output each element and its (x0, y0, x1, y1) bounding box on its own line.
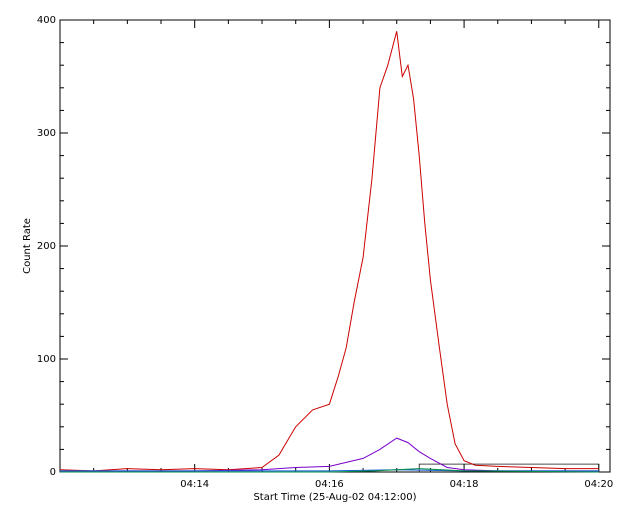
y-tick-label: 400 (37, 15, 56, 26)
series-line-3 (60, 468, 599, 473)
x-axis-label: Start Time (25-Aug-02 04:12:00) (253, 492, 416, 503)
series-layer (59, 31, 599, 473)
series-line-1 (60, 437, 599, 472)
x-tick-label: 04:14 (180, 479, 209, 490)
x-tick-label: 04:18 (450, 479, 479, 490)
x-axis: 04:14 04:16 04:18 04:20 (93, 20, 613, 490)
x-tick-label: 04:20 (584, 479, 613, 490)
background-box (418, 463, 600, 473)
plot-frame (59, 19, 611, 473)
y-tick-label: 0 (50, 467, 56, 478)
y-tick-label: 200 (37, 241, 56, 252)
y-tick-label: 300 (37, 128, 56, 139)
y-axis: 0 100 200 300 400 (37, 15, 610, 478)
y-tick-label: 100 (37, 354, 56, 365)
series-line-0 (59, 31, 599, 472)
y-axis-label: Count Rate (22, 218, 33, 274)
x-tick-label: 04:16 (315, 479, 344, 490)
